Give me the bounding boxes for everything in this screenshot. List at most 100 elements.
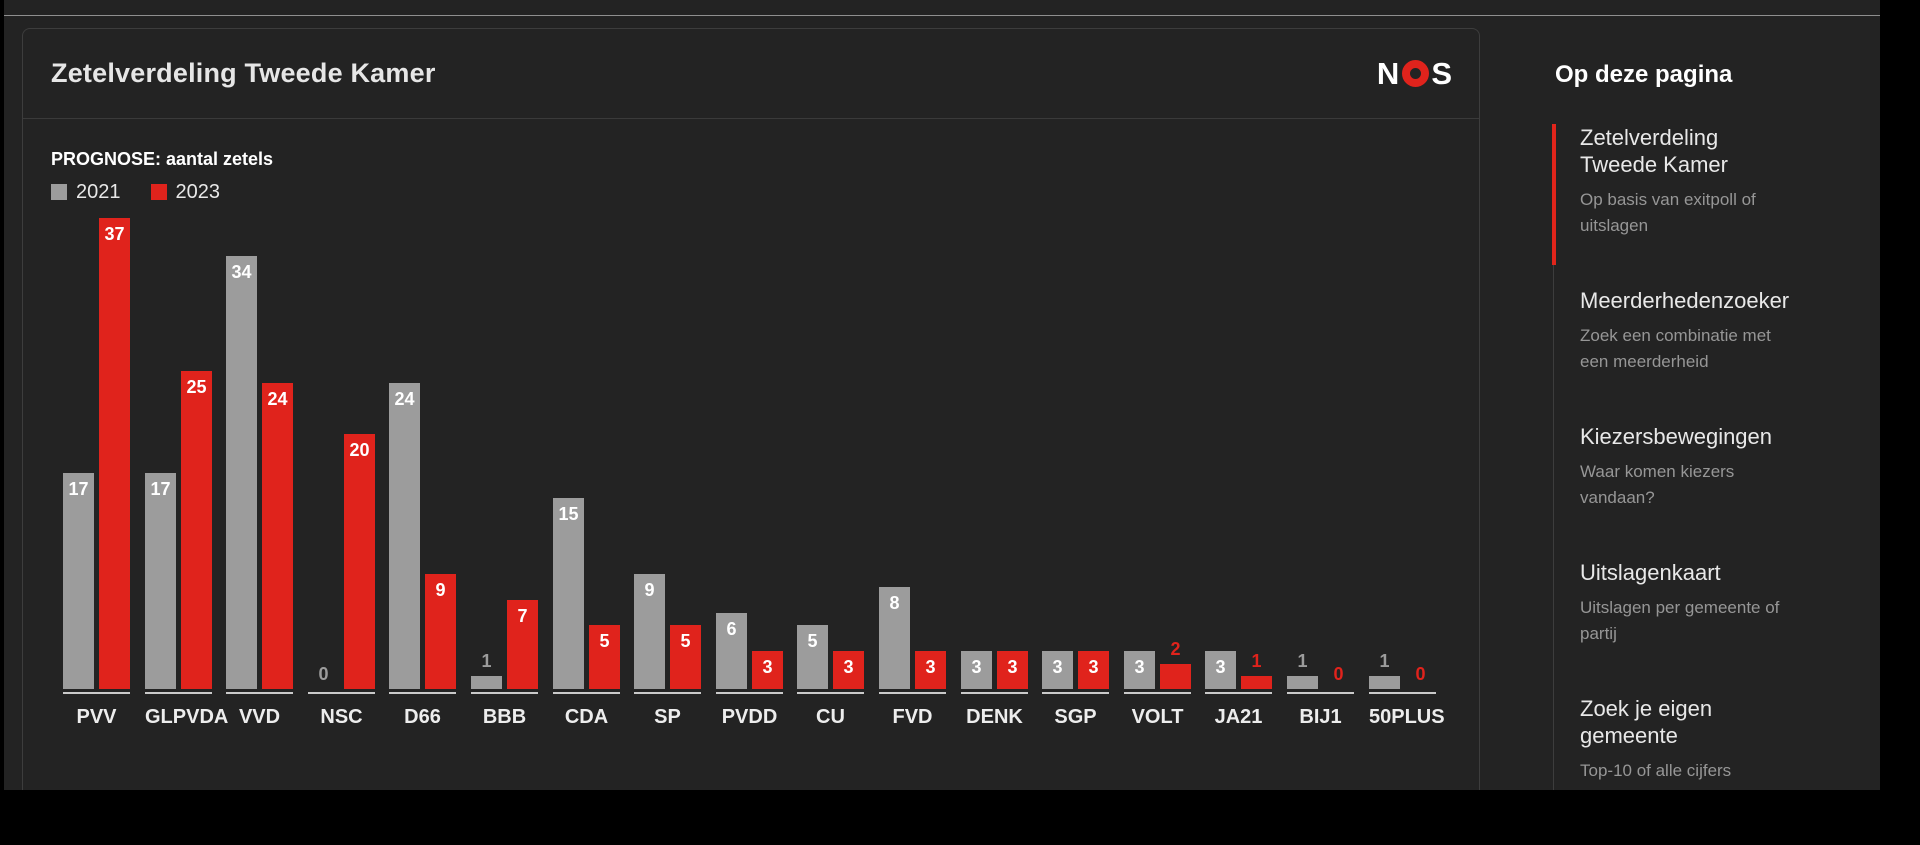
bar-fill — [553, 498, 584, 689]
bar-2023: 1 — [1241, 168, 1272, 689]
x-axis-label: SP — [654, 706, 681, 728]
bar-group: 15 5 CDA — [553, 168, 620, 729]
bar-fill — [226, 256, 257, 689]
bar-fill — [1042, 651, 1073, 689]
top-divider-line — [4, 15, 1880, 16]
toc-item-meerderhedenzoeker[interactable]: Meerderhedenzoeker Zoek een combinatie m… — [1554, 287, 1798, 423]
toc-item-title[interactable]: Uitslagenkaart — [1580, 560, 1721, 585]
bar-2023: 5 — [589, 168, 620, 689]
bar-2023: 3 — [752, 168, 783, 689]
bar-group: 1 7 BBB — [471, 168, 538, 729]
bar-fill — [915, 651, 946, 689]
on-this-page-sidebar: Op deze pagina Zetelverdeling Tweede Kam… — [1551, 60, 1798, 832]
bar-group: 1 0 BIJ1 — [1287, 168, 1354, 729]
bar-value-label: 3 — [843, 657, 854, 677]
bar-2023: 3 — [833, 168, 864, 689]
bar-value-label: 25 — [186, 377, 207, 397]
toc-item-uitslagenkaart[interactable]: Uitslagenkaart Uitslagen per gemeente of… — [1554, 559, 1798, 695]
toc-item-subtitle: Zoek een combinatie met een meerderheid — [1580, 326, 1771, 371]
bar-2021: 1 — [1287, 168, 1318, 689]
toc-item-title[interactable]: Zoek je eigen gemeente — [1580, 696, 1713, 748]
bar-2021: 24 — [389, 168, 420, 689]
bar-value-label: 8 — [889, 593, 900, 613]
toc-item-title[interactable]: Zetelverdeling Tweede Kamer — [1580, 125, 1728, 177]
bar-2023: 3 — [1078, 168, 1109, 689]
bar-2021: 1 — [1369, 168, 1400, 689]
bar-2023: 9 — [425, 168, 456, 689]
x-axis-segment — [63, 692, 130, 694]
bar-group: 9 5 SP — [634, 168, 701, 729]
bar-group: 24 9 D66 — [389, 168, 456, 729]
bar-value-label: 3 — [1007, 657, 1018, 677]
x-axis-label: VVD — [238, 706, 281, 728]
bar-value-label: 20 — [349, 440, 370, 460]
legend-swatch-2023 — [150, 184, 167, 200]
x-axis-segment — [308, 692, 375, 694]
bar-fill — [1205, 651, 1236, 689]
bar-fill — [797, 625, 828, 689]
bar-fill — [879, 587, 910, 689]
x-axis-segment — [1369, 692, 1436, 694]
bar-group: 0 20 NSC — [308, 168, 375, 729]
x-axis-label: PVV — [76, 706, 117, 728]
bar-2021: 15 — [553, 168, 584, 689]
bar-value-label: 17 — [68, 479, 89, 499]
bar-2021: 9 — [634, 168, 665, 689]
legend-label-2021: 2021 — [76, 180, 121, 203]
toc-item-title[interactable]: Kiezersbewegingen — [1580, 424, 1773, 449]
bar-2021: 6 — [716, 168, 747, 689]
nos-logo-s: S — [1431, 55, 1453, 91]
bar-group: 5 3 CU — [797, 168, 864, 729]
legend-item-2023: 2023 — [150, 180, 221, 204]
bar-fill — [716, 613, 747, 689]
bar-fill — [145, 473, 176, 689]
bar-chart: 17 37 PVV 17 25 GLPVDA 34 24 VVD 0 20 NSC 24 9 D66 1 7 BB… — [63, 208, 1463, 729]
bar-value-label: 24 — [267, 389, 288, 409]
bar-2021: 3 — [1124, 168, 1155, 689]
toc-item-zoek-je-eigen-gemeente[interactable]: Zoek je eigen gemeente Top-10 of alle ci… — [1554, 695, 1798, 832]
bar-value-label: 1 — [1251, 651, 1262, 671]
toc-item-subtitle: Waar komen kiezers vandaan? — [1580, 462, 1735, 507]
bar-value-label: 3 — [1088, 657, 1099, 677]
bar-fill — [589, 625, 620, 689]
bar-value-label: 5 — [599, 631, 610, 651]
legend-item-2021: 2021 — [51, 181, 121, 204]
bar-fill — [1241, 676, 1272, 689]
bar-fill — [471, 676, 502, 689]
toc-item-kiezersbewegingen[interactable]: Kiezersbewegingen Waar komen kiezers van… — [1554, 423, 1798, 559]
x-axis-segment — [634, 692, 701, 694]
right-black-band — [1880, 0, 1920, 845]
x-axis-segment — [145, 692, 212, 694]
bar-2023: 37 — [99, 168, 130, 689]
bar-2023: 25 — [181, 168, 212, 689]
bar-value-label: 3 — [925, 657, 936, 677]
x-axis-label: DENK — [966, 706, 1023, 728]
bar-value-label: 0 — [1415, 664, 1426, 684]
bar-fill — [833, 651, 864, 689]
bar-value-label: 6 — [726, 619, 737, 639]
bar-2023: 2 — [1160, 168, 1191, 689]
bar-value-label: 5 — [807, 631, 818, 651]
bar-2023: 3 — [915, 168, 946, 689]
legend-label-2023: 2023 — [175, 180, 221, 203]
bar-group: 8 3 FVD — [879, 168, 946, 729]
x-axis-label: PVDD — [721, 706, 778, 728]
x-axis-segment — [1124, 692, 1191, 694]
bar-2021: 3 — [1205, 168, 1236, 689]
bar-2023: 7 — [507, 168, 538, 689]
bar-2021: 3 — [1042, 168, 1073, 689]
x-axis-segment — [553, 692, 620, 694]
toc-item-title[interactable]: Meerderhedenzoeker — [1580, 288, 1790, 313]
bar-group: 3 2 VOLT — [1124, 168, 1191, 729]
bar-fill — [262, 383, 293, 689]
bar-value-label: 17 — [150, 479, 171, 499]
bar-value-label: 7 — [517, 606, 528, 626]
bar-value-label: 2 — [1170, 639, 1181, 659]
bar-value-label: 3 — [1134, 657, 1145, 677]
x-axis-label: CDA — [564, 706, 609, 728]
x-axis-label: NSC — [320, 706, 363, 728]
bar-fill — [1124, 651, 1155, 689]
toc-item-zetelverdeling[interactable]: Zetelverdeling Tweede Kamer Op basis van… — [1551, 124, 1798, 287]
